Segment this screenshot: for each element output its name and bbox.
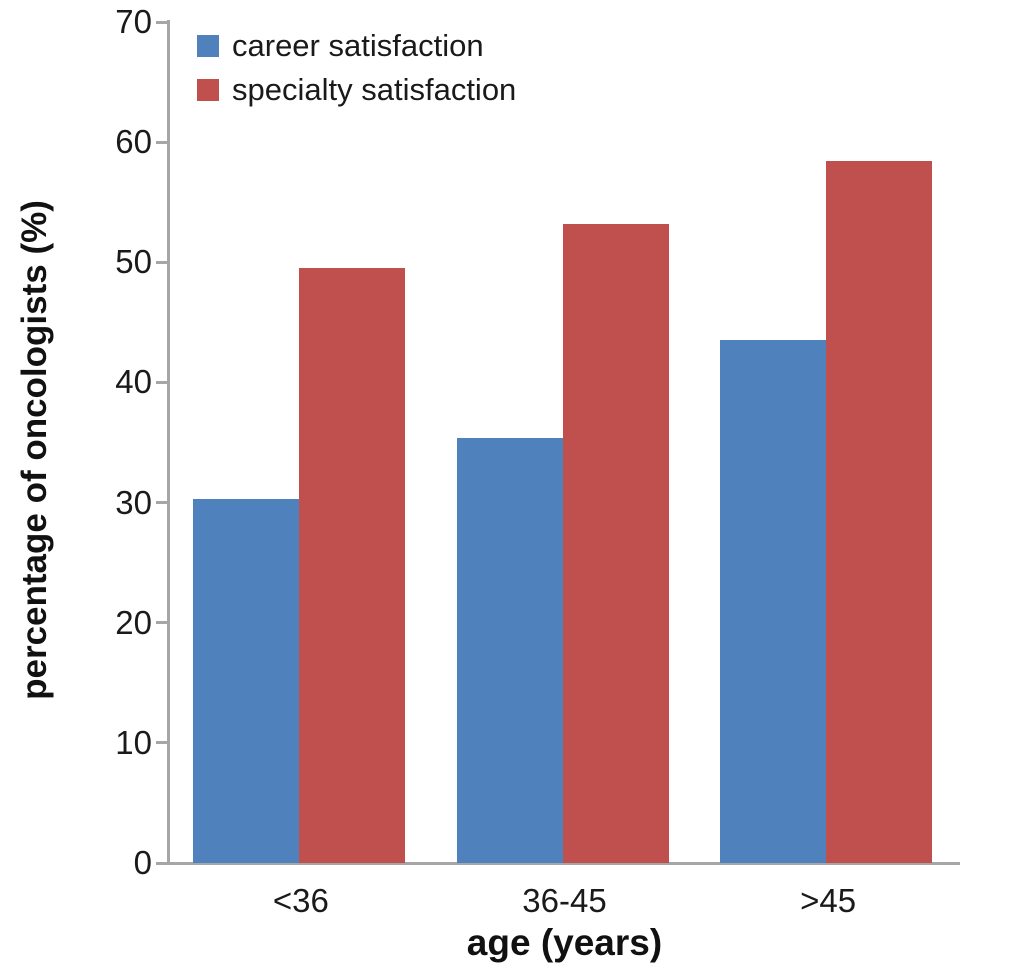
x-axis-title: age (years) (466, 922, 663, 963)
y-tick-mark-20 (156, 621, 169, 625)
bar-specialty-satisfaction-<36 (298, 268, 405, 863)
legend: career satisfaction specialty satisfactio… (197, 24, 516, 112)
bar-specialty-satisfaction->45 (826, 161, 933, 863)
y-axis-line (167, 20, 170, 865)
y-tick-label-20: 20 (115, 603, 152, 641)
y-tick-mark-40 (156, 380, 169, 384)
legend-label: specialty satisfaction (232, 72, 517, 107)
y-tick-label-40: 40 (115, 363, 152, 401)
legend-item-career-satisfaction: career satisfaction (197, 24, 516, 68)
y-tick-mark-60 (156, 140, 169, 144)
y-tick-label-70: 70 (115, 3, 152, 40)
y-tick-mark-70 (156, 20, 169, 24)
bar-career-satisfaction->45 (720, 340, 827, 863)
x-category-label->45: >45 (800, 882, 857, 919)
y-tick-mark-30 (156, 501, 169, 505)
x-category-label-<36: <36 (272, 882, 329, 919)
y-tick-label-0: 0 (133, 844, 152, 881)
legend-swatch-icon (197, 79, 219, 101)
y-tick-label-60: 60 (115, 123, 152, 161)
y-tick-mark-50 (156, 260, 169, 264)
y-tick-label-30: 30 (115, 483, 152, 521)
y-tick-mark-10 (156, 741, 169, 745)
legend-swatch-icon (197, 35, 219, 57)
bar-career-satisfaction-36-45 (456, 437, 563, 863)
bar-career-satisfaction-<36 (192, 498, 299, 863)
x-category-label-36-45: 36-45 (522, 882, 607, 919)
y-tick-label-10: 10 (115, 723, 152, 761)
legend-label: career satisfaction (232, 28, 484, 63)
y-axis-title: percentage of oncologists (%) (15, 200, 54, 700)
legend-item-specialty-satisfaction: specialty satisfaction (197, 68, 516, 112)
bar-specialty-satisfaction-36-45 (562, 223, 669, 863)
x-axis-line (156, 862, 960, 865)
y-tick-label-50: 50 (115, 243, 152, 281)
y-tick-mark-0 (156, 861, 169, 865)
